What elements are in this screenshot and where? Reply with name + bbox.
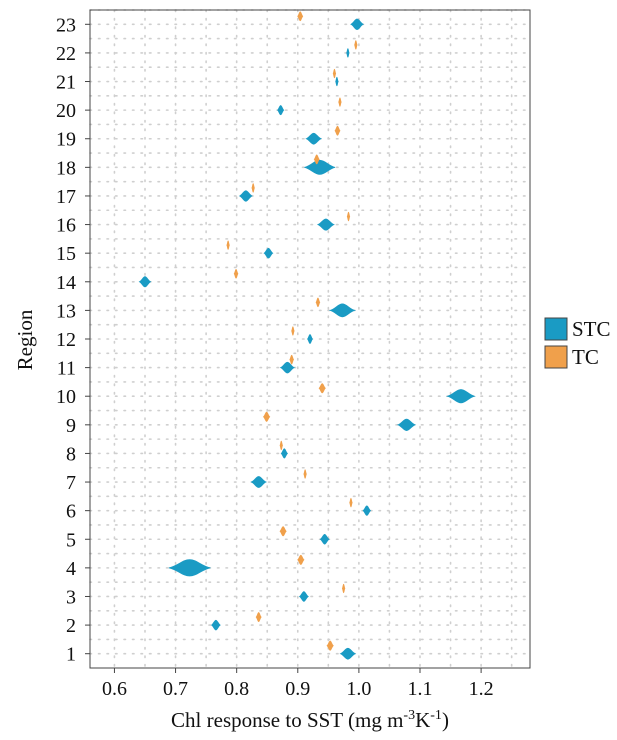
y-tick-label: 12: [56, 329, 76, 351]
violin-stc-region-16: [316, 218, 335, 231]
violin-tc-region-22: [354, 40, 358, 50]
violin-stc-region-6: [362, 505, 372, 516]
y-tick-label: 17: [56, 186, 76, 208]
violin-tc-region-10: [318, 383, 326, 394]
violin-stc-region-5: [319, 534, 330, 545]
violin-tc-region-13: [315, 297, 321, 308]
x-tick-label: 0.8: [224, 678, 249, 700]
y-tick-label: 21: [56, 72, 76, 94]
legend-label-tc: TC: [572, 345, 599, 369]
y-tick-label: 3: [66, 586, 76, 608]
legend-swatch-tc: [544, 345, 568, 369]
violin-stc-region-22: [346, 48, 350, 58]
violin-tc-region-11: [289, 354, 295, 365]
x-tick-label: 0.7: [163, 678, 188, 700]
x-tick-label: 1.1: [408, 678, 433, 700]
violin-tc-region-8: [279, 440, 283, 451]
y-tick-label: 16: [56, 215, 76, 237]
violin-tc-region-5: [279, 526, 287, 537]
violin-stc-region-15: [263, 247, 274, 259]
x-axis-title-end: ): [442, 708, 449, 732]
y-tick-label: 10: [56, 386, 76, 408]
grid-layer: [89, 9, 531, 669]
violin-stc-region-3: [298, 591, 309, 602]
violin-stc-region-23: [350, 18, 365, 30]
x-axis-title-main: Chl response to SST (mg m: [171, 708, 403, 732]
y-tick-label: 9: [66, 415, 76, 437]
y-tick-label: 6: [66, 501, 76, 523]
violin-tc-region-9: [262, 411, 271, 422]
x-axis-title-mid: K: [415, 708, 430, 732]
violin-stc-region-11: [279, 361, 296, 374]
violin-tc-region-18: [313, 154, 320, 165]
violin-stc-region-4: [168, 559, 211, 577]
y-tick-label: 22: [56, 43, 76, 65]
y-tick-label: 14: [56, 272, 76, 294]
violin-layer: [138, 11, 476, 660]
y-tick-label: 20: [56, 100, 76, 122]
violin-stc-region-10: [446, 389, 476, 404]
violin-stc-region-1: [339, 647, 357, 660]
x-axis-ticks: 0.6 0.7 0.8 0.9 1.0 1.1 1.2: [102, 668, 494, 700]
legend-swatch-stc: [544, 317, 568, 341]
violin-stc-region-7: [250, 476, 268, 488]
violin-stc-region-2: [210, 619, 221, 631]
x-tick-label: 0.6: [102, 678, 127, 700]
violin-tc-region-12: [291, 326, 295, 336]
y-tick-label: 7: [66, 472, 76, 494]
violin-tc-region-3: [341, 583, 346, 594]
violin-tc-region-21: [332, 68, 337, 79]
x-tick-label: 1.0: [346, 678, 371, 700]
y-tick-label: 15: [56, 243, 76, 265]
x-tick-label: 0.9: [285, 678, 310, 700]
y-tick-label: 4: [66, 558, 76, 580]
y-tick-label: 19: [56, 129, 76, 151]
violin-tc-region-23: [297, 11, 304, 22]
y-tick-label: 8: [66, 443, 76, 465]
violin-tc-region-16: [346, 211, 351, 222]
x-axis-title: Chl response to SST (mg m-3K-1): [171, 708, 449, 732]
violin-stc-region-9: [396, 418, 417, 431]
y-tick-label: 2: [66, 615, 76, 637]
violin-tc-region-20: [338, 97, 342, 107]
violin-stc-region-18: [304, 159, 336, 175]
violin-tc-region-6: [349, 497, 353, 508]
violin-stc-region-21: [335, 76, 339, 87]
violin-stc-region-20: [276, 105, 285, 116]
x-axis-title-sup1: -3: [403, 708, 415, 723]
violin-tc-region-4: [297, 554, 305, 565]
violin-tc-region-17: [251, 183, 255, 193]
violin-stc-region-12: [306, 334, 314, 344]
x-axis-title-sup2: -1: [430, 708, 442, 723]
y-tick-label: 5: [66, 529, 76, 551]
y-tick-label: 23: [56, 14, 76, 36]
violin-tc-region-19: [334, 125, 341, 136]
violin-stc-region-19: [305, 132, 323, 145]
y-tick-label: 18: [56, 157, 76, 179]
violin-tc-region-14: [233, 269, 239, 279]
x-tick-label: 1.2: [469, 678, 494, 700]
violin-stc-region-13: [328, 303, 357, 318]
violin-tc-region-1: [326, 640, 334, 651]
legend-label-stc: STC: [572, 317, 611, 341]
y-tick-label: 1: [66, 644, 76, 666]
violin-stc-region-14: [138, 276, 152, 288]
y-tick-label: 13: [56, 300, 76, 322]
y-tick-label: 11: [57, 358, 76, 380]
violin-stc-region-17: [238, 190, 253, 202]
violin-stc-region-8: [280, 448, 289, 459]
violin-tc-region-7: [303, 469, 307, 479]
legend: STC TC: [544, 317, 611, 369]
y-axis-title: Region: [13, 309, 37, 370]
violin-tc-region-15: [226, 240, 230, 250]
violin-tc-region-2: [255, 612, 262, 622]
